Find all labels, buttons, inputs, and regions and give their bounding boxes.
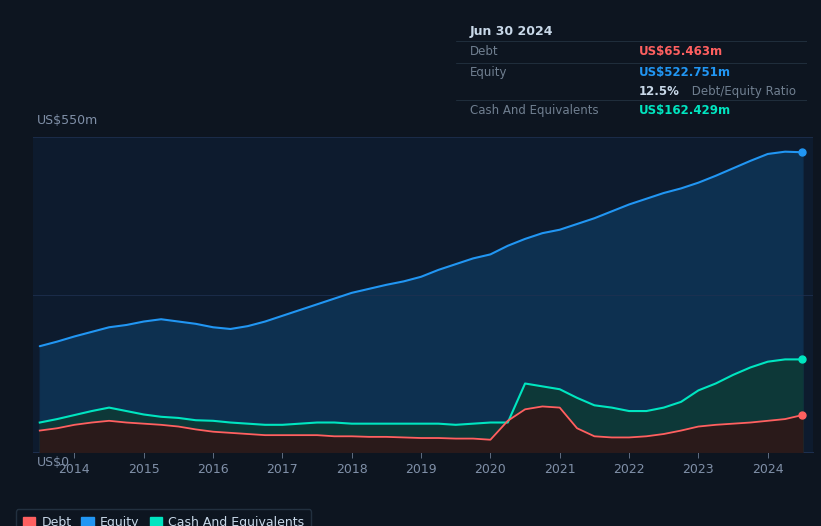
- Text: Debt/Equity Ratio: Debt/Equity Ratio: [687, 85, 796, 98]
- Text: US$162.429m: US$162.429m: [639, 104, 731, 117]
- Text: US$522.751m: US$522.751m: [639, 66, 731, 79]
- Text: US$65.463m: US$65.463m: [639, 45, 722, 58]
- Text: 12.5%: 12.5%: [639, 85, 679, 98]
- Legend: Debt, Equity, Cash And Equivalents: Debt, Equity, Cash And Equivalents: [16, 509, 311, 526]
- Text: Cash And Equivalents: Cash And Equivalents: [470, 104, 599, 117]
- Text: Equity: Equity: [470, 66, 507, 79]
- Text: Jun 30 2024: Jun 30 2024: [470, 25, 553, 38]
- Text: Debt: Debt: [470, 45, 498, 58]
- Text: US$550m: US$550m: [37, 114, 98, 127]
- Text: US$0: US$0: [37, 456, 70, 469]
